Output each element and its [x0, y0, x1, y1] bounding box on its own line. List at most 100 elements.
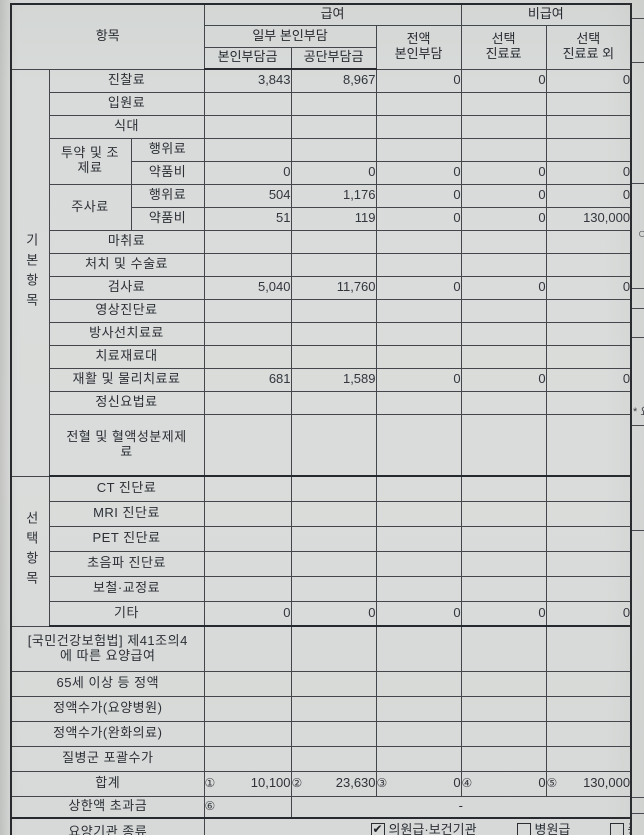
circled-number: ⑤ [546, 775, 558, 790]
amount-cell [203, 500, 292, 527]
total-label: 합계 [10, 770, 205, 797]
org-option-general: 종 [609, 822, 631, 835]
cap-exceed-row: 상한액 초과금 ⑥ - [10, 795, 632, 819]
section-basic-text: 기본항목 [23, 232, 39, 313]
amount-cell [290, 298, 377, 323]
amount-cell: 0 [460, 183, 547, 208]
row-group-label: 투약 및 조 제료 [48, 137, 132, 185]
checkbox-checked-icon: ✔ [370, 823, 385, 835]
row-label: 입원료 [48, 91, 205, 116]
medical-fee-table: 항목 급여 비급여 일부 본인부담 전액 본인부담 선택 진료료 선택 진료료 … [10, 3, 633, 835]
row-label: [국민건강보험법] 제41조의4 에 따른 요양급여 [10, 625, 205, 672]
checkbox-unchecked-icon [516, 823, 531, 835]
right-section-line [632, 797, 644, 798]
row-label: 마취료 [48, 229, 205, 254]
amount-cell [375, 575, 462, 602]
amount-cell [203, 413, 292, 477]
amount-cell [290, 114, 377, 139]
amount-cell [290, 720, 377, 747]
amount-cell [375, 321, 462, 346]
amount-cell [203, 670, 292, 697]
amount-cell: 0 [545, 367, 632, 392]
org-option-label: 병원급 [534, 822, 571, 835]
amount-cell [203, 252, 292, 277]
row-label: 검사료 [48, 275, 205, 300]
amount-cell: 0 [375, 206, 462, 231]
org-option-label: 의원급·보건기관 [388, 822, 477, 835]
amount-cell [290, 525, 377, 552]
amount-cell: 51 [203, 206, 292, 231]
amount-cell [290, 137, 377, 162]
row-label: 기타 [48, 600, 205, 627]
amount-cell [203, 575, 292, 602]
amount-cell [375, 670, 462, 697]
amount-cell: 0 [460, 160, 547, 185]
amount-cell [375, 252, 462, 277]
right-section-line [632, 288, 644, 289]
amount-cell [460, 114, 547, 139]
amount-cell [290, 745, 377, 772]
amount-cell [375, 413, 462, 477]
header-select-fee-other-cell: 선택 진료료 외 [545, 24, 632, 70]
amount-cell [290, 625, 377, 672]
amount-cell [375, 137, 462, 162]
org-type-row: 요양기관 종류 ✔ 의원급·보건기관 병원급 종 [10, 817, 632, 835]
amount-cell [290, 670, 377, 697]
amount-cell [375, 625, 462, 672]
amount-cell [460, 695, 547, 722]
org-option-label: 종 [628, 822, 631, 835]
row-group-label: 주사료 [48, 183, 132, 231]
amount-cell [460, 670, 547, 697]
amount-cell [203, 298, 292, 323]
amount-cell [375, 114, 462, 139]
amount-cell [290, 550, 377, 577]
amount-cell [290, 344, 377, 369]
cap-label: 상한액 초과금 [10, 795, 205, 819]
amount-cell [290, 575, 377, 602]
amount-cell: 0 [375, 275, 462, 300]
row-label: 식대 [48, 114, 205, 139]
amount-cell [460, 745, 547, 772]
amount-cell [203, 321, 292, 346]
row-label: 방사선치료료 [48, 321, 205, 346]
header-full-self-cell: 전액 본인부담 [375, 24, 462, 70]
amount-cell: 0 [375, 183, 462, 208]
amount-cell [375, 695, 462, 722]
amount-cell [545, 670, 632, 697]
amount-cell [290, 500, 377, 527]
circled-number: ⑥ [203, 795, 292, 819]
amount-cell [203, 720, 292, 747]
amount-cell: 0 [375, 68, 462, 93]
amount-cell [375, 720, 462, 747]
row-label: 처치 및 수술료 [48, 252, 205, 277]
header-benefit-cell: 급여 [203, 3, 462, 26]
amount-cell [203, 475, 292, 502]
right-section-line [632, 183, 644, 184]
right-section-edge: ○ * 요 [630, 3, 644, 817]
amount-cell [460, 525, 547, 552]
row-label: 질병군 포괄수가 [10, 745, 205, 772]
total-cell: ② 23,630 [290, 770, 377, 797]
row-label: 행위료 [130, 183, 205, 208]
amount-cell: 0 [545, 275, 632, 300]
amount-cell: 130,000 [545, 206, 632, 231]
total-cell: ⑤ 130,000 [545, 770, 632, 797]
amount-cell [460, 475, 547, 502]
amount-cell: 0 [460, 68, 547, 93]
amount-cell: 0 [375, 160, 462, 185]
amount-cell [545, 413, 632, 477]
row-label: 보철·교정료 [48, 575, 205, 602]
amount-cell: 1,589 [290, 367, 377, 392]
amount-cell: 0 [460, 600, 547, 627]
right-section-line [632, 308, 644, 309]
amount-cell [203, 550, 292, 577]
amount-cell [290, 695, 377, 722]
row-label: 초음파 진단료 [48, 550, 205, 577]
total-value: 0 [453, 775, 461, 791]
section-select-text: 선택항목 [23, 511, 39, 591]
row-label: CT 진단료 [48, 475, 205, 502]
amount-cell [203, 745, 292, 772]
amount-cell [290, 91, 377, 116]
